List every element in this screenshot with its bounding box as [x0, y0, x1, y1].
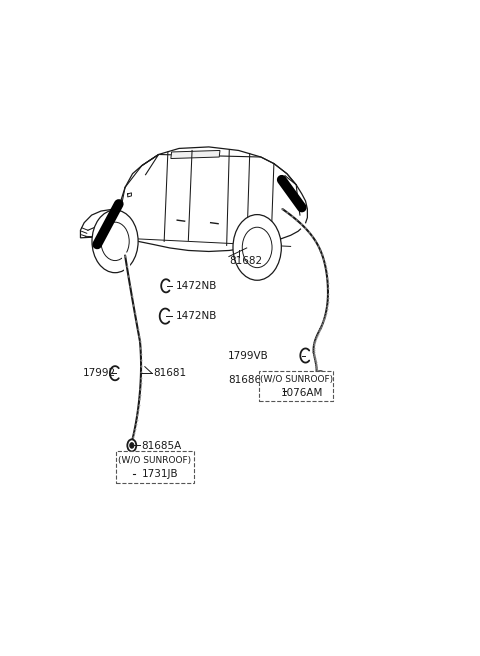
Text: 81686B: 81686B [228, 375, 268, 385]
Circle shape [317, 376, 324, 384]
Text: 1076AM: 1076AM [281, 388, 323, 398]
Polygon shape [81, 147, 307, 251]
Text: 1472NB: 1472NB [175, 281, 216, 291]
Text: (W/O SUNROOF): (W/O SUNROOF) [260, 375, 333, 384]
Circle shape [276, 387, 282, 395]
Text: 81685A: 81685A [141, 441, 181, 451]
Text: 1799VB: 1799VB [228, 350, 268, 361]
Text: 1472NB: 1472NB [175, 311, 216, 321]
FancyBboxPatch shape [116, 451, 194, 483]
Circle shape [314, 371, 327, 390]
Text: 81681: 81681 [153, 368, 186, 379]
Circle shape [92, 210, 138, 273]
Text: 81682: 81682 [229, 256, 263, 266]
Circle shape [233, 215, 281, 280]
Text: 1731JB: 1731JB [142, 469, 179, 479]
Polygon shape [171, 150, 220, 159]
Circle shape [126, 470, 132, 478]
FancyBboxPatch shape [259, 371, 334, 401]
Text: (W/O SUNROOF): (W/O SUNROOF) [118, 456, 192, 464]
Circle shape [130, 443, 134, 448]
Text: 17992: 17992 [83, 368, 116, 379]
Circle shape [127, 440, 136, 451]
